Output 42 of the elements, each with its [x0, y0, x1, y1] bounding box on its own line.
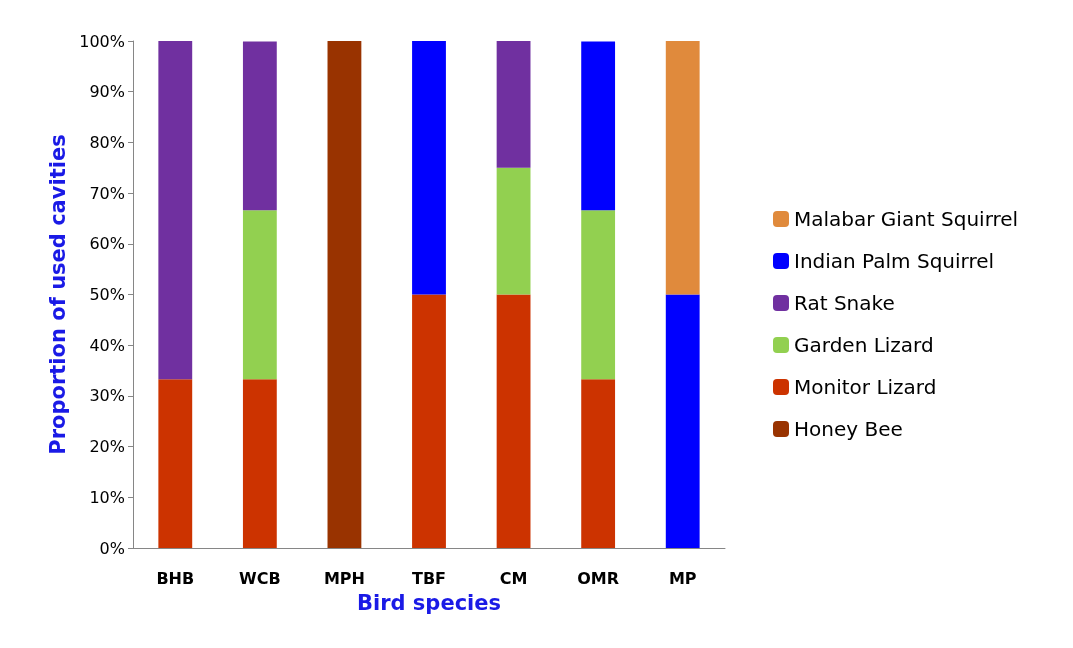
- x-tick-label: OMR: [577, 568, 620, 588]
- x-axis-title: Bird species: [356, 590, 502, 615]
- legend-label: Honey Bee: [794, 417, 903, 441]
- bar: [496, 41, 531, 168]
- bar: [581, 41, 616, 211]
- y-tick-label: 100%: [79, 31, 125, 51]
- y-tick-label: 30%: [89, 386, 125, 406]
- y-tick-label: 80%: [89, 132, 125, 152]
- bar: [665, 41, 700, 295]
- y-tick-label: 10%: [89, 487, 125, 507]
- x-tick-label: TBF: [411, 568, 447, 588]
- bar: [327, 41, 362, 548]
- x-tick-label: WCB: [239, 568, 281, 588]
- bar: [242, 41, 277, 211]
- bar: [412, 41, 446, 295]
- x-tick-label: BHB: [156, 568, 195, 588]
- bar: [665, 294, 700, 548]
- bar: [412, 294, 446, 548]
- y-axis-title: Proportion of used cavities: [45, 134, 70, 455]
- y-tick-label: 60%: [89, 234, 125, 254]
- y-tick-label: 40%: [89, 335, 125, 355]
- x-tick-label: MPH: [323, 568, 365, 588]
- y-tick-label: 0%: [99, 538, 125, 558]
- bar: [496, 294, 531, 548]
- y-tick-label: 50%: [89, 285, 125, 304]
- legend-label: Indian Palm Squirrel: [794, 249, 995, 273]
- bar: [242, 210, 277, 380]
- bar: [158, 379, 193, 548]
- legend-label: Monitor Lizard: [794, 375, 937, 399]
- y-tick-label: 20%: [89, 437, 125, 457]
- y-tick-label: 70%: [89, 183, 125, 203]
- bar: [158, 41, 193, 380]
- bar: [242, 379, 277, 548]
- bar: [581, 379, 616, 548]
- x-tick-label: CM: [499, 568, 528, 588]
- legend-label: Rat Snake: [794, 291, 895, 315]
- bar: [581, 210, 616, 380]
- legend-label: Garden Lizard: [794, 333, 934, 357]
- x-tick-label: MP: [668, 568, 697, 588]
- y-tick-label: 90%: [89, 82, 125, 102]
- legend-label: Malabar Giant Squirrel: [794, 207, 1019, 231]
- bar: [496, 167, 531, 295]
